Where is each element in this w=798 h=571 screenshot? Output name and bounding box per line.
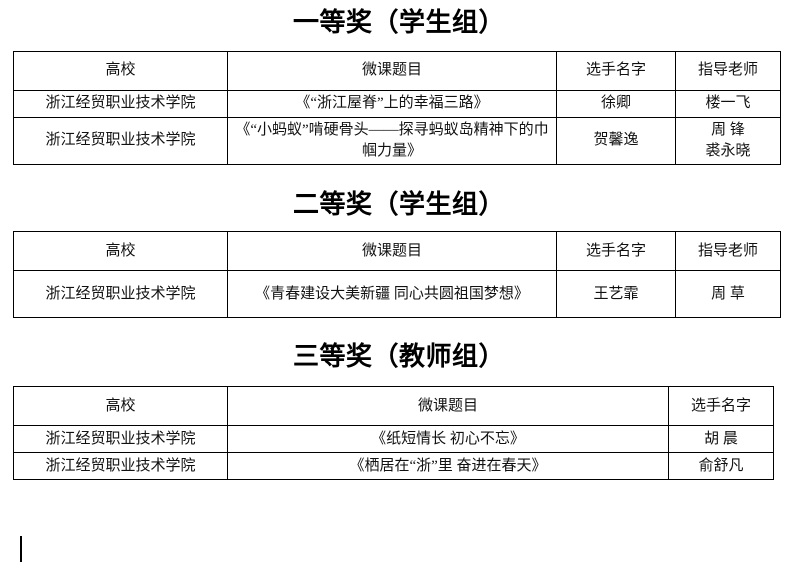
first-prize-table: 高校 微课题目 选手名字 指导老师 浙江经贸职业技术学院 《“浙江屋脊”上的幸福… <box>13 50 781 165</box>
table-row: 浙江经贸职业技术学院 《“小蚂蚁”啃硬骨头——探寻蚂蚁岛精神下的巾帼力量》 贺馨… <box>13 116 781 165</box>
cell-tutor: 周 草 <box>675 270 781 319</box>
column-header-topic: 微课题目 <box>227 385 669 426</box>
cell-topic: 《“浙江屋脊”上的幸福三路》 <box>227 89 557 118</box>
cell-topic: 《青春建设大美新疆 同心共圆祖国梦想》 <box>227 270 557 319</box>
column-header-school: 高校 <box>13 385 228 426</box>
cell-topic: 《纸短情长 初心不忘》 <box>227 424 669 453</box>
table-row: 浙江经贸职业技术学院 《纸短情长 初心不忘》 胡 晨 <box>13 424 774 453</box>
column-header-tutor: 指导老师 <box>675 50 781 91</box>
cell-tutor: 周 锋 裘永晓 <box>675 116 781 165</box>
third-prize-table: 高校 微课题目 选手名字 浙江经贸职业技术学院 《纸短情长 初心不忘》 胡 晨 … <box>13 385 774 480</box>
table-header-row: 高校 微课题目 选手名字 <box>13 385 774 426</box>
cell-player-name: 胡 晨 <box>668 424 774 453</box>
cell-player-name: 王艺霏 <box>556 270 676 319</box>
section-heading-first-prize: 一等奖（学生组） <box>292 8 505 37</box>
cell-school: 浙江经贸职业技术学院 <box>13 89 228 118</box>
cell-topic: 《“小蚂蚁”啃硬骨头——探寻蚂蚁岛精神下的巾帼力量》 <box>227 116 557 165</box>
cell-school: 浙江经贸职业技术学院 <box>13 270 228 319</box>
cell-player-name: 俞舒凡 <box>668 451 774 480</box>
cell-school: 浙江经贸职业技术学院 <box>13 424 228 453</box>
cell-school: 浙江经贸职业技术学院 <box>13 451 228 480</box>
document-page: 一等奖（学生组） 高校 微课题目 选手名字 指导老师 浙江经贸职业技术学院 《“… <box>0 8 798 571</box>
table-row: 浙江经贸职业技术学院 《青春建设大美新疆 同心共圆祖国梦想》 王艺霏 周 草 <box>13 270 781 319</box>
cell-player-name: 贺馨逸 <box>556 116 676 165</box>
text-cursor-caret <box>20 536 22 562</box>
cell-tutor: 楼一飞 <box>675 89 781 118</box>
table-row: 浙江经贸职业技术学院 《“浙江屋脊”上的幸福三路》 徐卿 楼一飞 <box>13 89 781 118</box>
column-header-player-name: 选手名字 <box>556 50 676 91</box>
second-prize-table: 高校 微课题目 选手名字 指导老师 浙江经贸职业技术学院 《青春建设大美新疆 同… <box>13 231 781 319</box>
column-header-school: 高校 <box>13 50 228 91</box>
table-row: 浙江经贸职业技术学院 《栖居在“浙”里 奋进在春天》 俞舒凡 <box>13 451 774 480</box>
table-header-row: 高校 微课题目 选手名字 指导老师 <box>13 50 781 91</box>
cell-school: 浙江经贸职业技术学院 <box>13 116 228 165</box>
column-header-tutor: 指导老师 <box>675 231 781 272</box>
table-header-row: 高校 微课题目 选手名字 指导老师 <box>13 231 781 272</box>
column-header-school: 高校 <box>13 231 228 272</box>
column-header-topic: 微课题目 <box>227 50 557 91</box>
cell-topic: 《栖居在“浙”里 奋进在春天》 <box>227 451 669 480</box>
column-header-player-name: 选手名字 <box>556 231 676 272</box>
column-header-player-name: 选手名字 <box>668 385 774 426</box>
section-heading-second-prize: 二等奖（学生组） <box>292 189 505 219</box>
column-header-topic: 微课题目 <box>227 231 557 272</box>
section-heading-third-prize: 三等奖（教师组） <box>292 342 505 372</box>
cell-player-name: 徐卿 <box>556 89 676 118</box>
